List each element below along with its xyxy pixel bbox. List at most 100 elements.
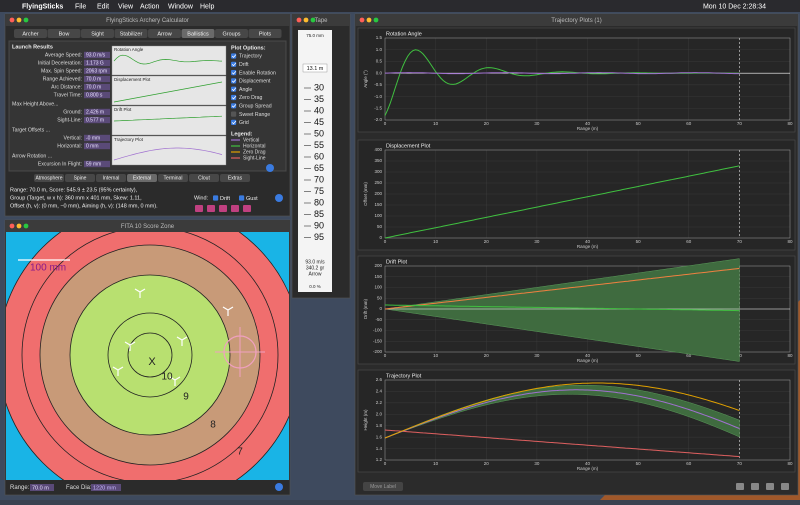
tab[interactable] [47,29,81,38]
tab[interactable] [181,29,215,38]
tool-icon[interactable] [751,483,759,490]
window-title: FITA 10 Score Zone [121,224,175,230]
tape-top: 75.0 mm [306,33,324,38]
y-tick-label: -1.5 [374,105,382,110]
legend-label: Horizontal [243,144,266,150]
tool-icon[interactable] [243,205,251,212]
x-axis-label: Range (m) [577,244,599,249]
arrow-hit [124,341,136,351]
tab[interactable] [220,174,250,182]
tab[interactable] [34,174,64,182]
arrow-hit [134,288,146,298]
arrow-hit [169,376,181,386]
check-mark [231,104,237,108]
tab[interactable] [248,29,282,38]
window-button[interactable] [23,17,29,23]
tool-icon[interactable] [781,483,789,490]
info-button[interactable] [275,483,283,491]
tab[interactable] [158,174,188,182]
checkbox[interactable] [231,61,237,67]
tab-label: Groups [222,31,240,37]
checkbox[interactable] [213,195,219,201]
mini-curve [113,147,223,161]
window-button[interactable] [23,223,29,229]
checkbox[interactable] [239,195,245,201]
tool-icon[interactable] [219,205,227,212]
y-tick-label: 0.0 [376,70,383,75]
window-button[interactable] [303,17,309,23]
checkbox[interactable] [231,70,237,76]
x-tick-label: 20 [484,353,490,358]
window-button[interactable] [373,17,379,23]
x-tick-label: 80 [787,353,793,358]
window-button[interactable] [9,223,15,229]
checkbox[interactable] [231,86,237,92]
target [6,232,289,480]
tape-scale: 60 [314,151,324,161]
tab[interactable] [81,29,114,38]
x-tick-label: 40 [585,353,591,358]
tape-mass: 340.2 gr [306,265,325,271]
window-button[interactable] [296,17,302,23]
tab[interactable] [127,174,157,182]
checkbox[interactable] [231,119,237,125]
title-bar [292,14,350,26]
tape-scale: 95 [314,232,324,242]
tab-label: Archer [22,31,38,37]
plot-panel [357,139,796,251]
y-axis-label: Height (m) [363,409,368,431]
plot-frame [384,149,791,239]
plot-frame [384,379,791,461]
info-button[interactable] [275,194,283,202]
y-tick-label: 50 [377,224,383,229]
tool-icon[interactable] [207,205,215,212]
info-button[interactable] [266,164,274,172]
window-button[interactable] [359,17,365,23]
checkbox[interactable] [231,78,237,84]
button[interactable] [363,482,403,491]
check-mark [231,95,237,100]
checkbox[interactable] [231,103,237,109]
window-title: FlyingSticks Archery Calculator [106,18,189,24]
tab[interactable] [215,29,248,38]
window-button[interactable] [9,17,15,23]
window-title: Trajectory Plots (1) [551,18,601,24]
tab[interactable] [65,174,95,182]
x-tick-label: 40 [585,121,591,126]
tab[interactable] [148,29,181,38]
check-mark [231,79,237,83]
field-label: Initial Deceleration: [38,60,82,66]
clock: Mon 10 Dec 2:28:34 [703,3,766,10]
window-button[interactable] [366,17,372,23]
tab[interactable] [14,29,47,38]
plot-title: Drift Plot [386,259,408,265]
checkbox[interactable] [231,94,237,101]
tab[interactable] [114,29,148,38]
field-label: Range Achieved: [43,76,82,82]
window-button[interactable] [16,223,22,229]
tool-icon[interactable] [231,205,239,212]
tape-arrow: Arrow [308,271,321,277]
tape-distance: 13.1 m [307,66,324,72]
checkbox[interactable] [231,53,237,59]
tab[interactable] [96,174,126,182]
tool-icon[interactable] [736,483,744,490]
tab[interactable] [189,174,219,182]
tape-scale: 40 [314,105,324,115]
wind-gust: Gust [246,196,258,202]
tool-icon[interactable] [766,483,774,490]
y-tick-label: -150 [373,338,383,343]
tool-icon[interactable] [195,205,203,212]
tab-label: Plots [259,31,271,37]
option-label: Grid [239,120,249,126]
tape-scale: 75 [314,186,324,196]
ring-10 [107,312,193,398]
status-bar [6,481,289,494]
window-button[interactable] [310,17,316,23]
window-button[interactable] [16,17,22,23]
field-box [84,91,110,99]
x-tick-label: 70 [737,239,743,244]
x-tick-label: 50 [636,239,642,244]
wind-label: Wind: [194,195,209,201]
checkbox[interactable] [231,111,237,117]
